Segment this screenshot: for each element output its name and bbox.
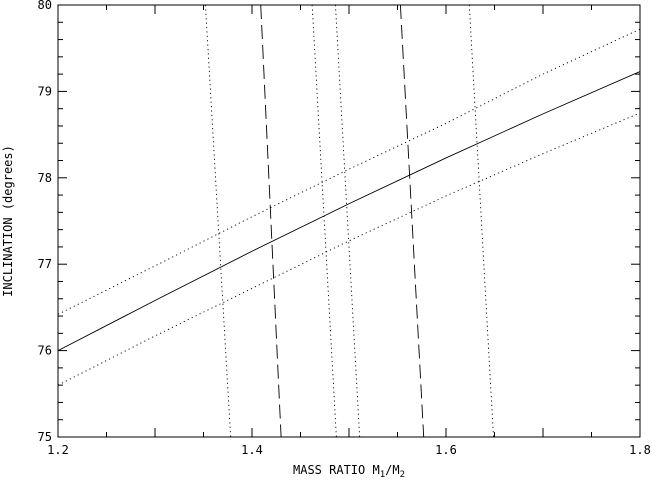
x-tick-label: 1.2 (47, 443, 69, 457)
series-line-dashed-4 (399, 4, 425, 438)
tick-marks (57, 4, 641, 438)
series-line-dotted-5 (204, 4, 232, 438)
x-axis-label: MASS RATIO M1/M2 (293, 463, 405, 480)
series-line-dashed-3 (260, 4, 282, 438)
series-line-solid-0 (57, 71, 641, 351)
y-tick-label: 77 (38, 257, 52, 271)
x-tick-label: 1.4 (241, 443, 263, 457)
series-layer (57, 4, 641, 438)
y-tick-label: 79 (38, 84, 52, 98)
series-line-dotted-7 (334, 4, 361, 438)
x-tick-labels: 1.2 1.4 1.6 1.8 (47, 443, 651, 457)
x-tick-label: 1.6 (435, 443, 457, 457)
x-tick-label: 1.8 (629, 443, 651, 457)
series-line-dotted-2 (57, 112, 641, 386)
y-tick-label: 75 (38, 430, 52, 444)
y-tick-label: 76 (38, 344, 52, 358)
y-tick-labels: 75 76 77 78 79 80 (38, 0, 52, 444)
y-axis-label: INCLINATION (degrees) (1, 145, 15, 297)
series-line-dotted-6 (311, 4, 337, 438)
y-tick-label: 78 (38, 171, 52, 185)
series-line-dotted-8 (468, 4, 494, 438)
series-line-dotted-1 (57, 28, 641, 315)
plot-frame (57, 4, 641, 438)
y-tick-label: 80 (38, 0, 52, 12)
